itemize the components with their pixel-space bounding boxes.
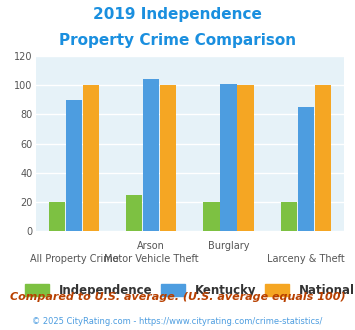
- Bar: [49, 202, 65, 231]
- Text: Larceny & Theft: Larceny & Theft: [267, 254, 345, 264]
- Legend: Independence, Kentucky, National: Independence, Kentucky, National: [21, 280, 355, 302]
- Bar: [83, 85, 99, 231]
- Bar: [315, 85, 331, 231]
- Text: Arson: Arson: [137, 242, 165, 251]
- Bar: [203, 202, 220, 231]
- Bar: [160, 85, 176, 231]
- Text: Motor Vehicle Theft: Motor Vehicle Theft: [104, 254, 199, 264]
- Bar: [143, 80, 159, 231]
- Bar: [66, 100, 82, 231]
- Text: Compared to U.S. average. (U.S. average equals 100): Compared to U.S. average. (U.S. average …: [10, 292, 345, 302]
- Text: Burglary: Burglary: [208, 242, 249, 251]
- Text: Property Crime Comparison: Property Crime Comparison: [59, 33, 296, 48]
- Bar: [281, 202, 297, 231]
- Bar: [126, 195, 142, 231]
- Text: © 2025 CityRating.com - https://www.cityrating.com/crime-statistics/: © 2025 CityRating.com - https://www.city…: [32, 317, 323, 326]
- Bar: [220, 84, 236, 231]
- Text: All Property Crime: All Property Crime: [30, 254, 119, 264]
- Bar: [237, 85, 253, 231]
- Text: 2019 Independence: 2019 Independence: [93, 7, 262, 21]
- Bar: [298, 107, 314, 231]
